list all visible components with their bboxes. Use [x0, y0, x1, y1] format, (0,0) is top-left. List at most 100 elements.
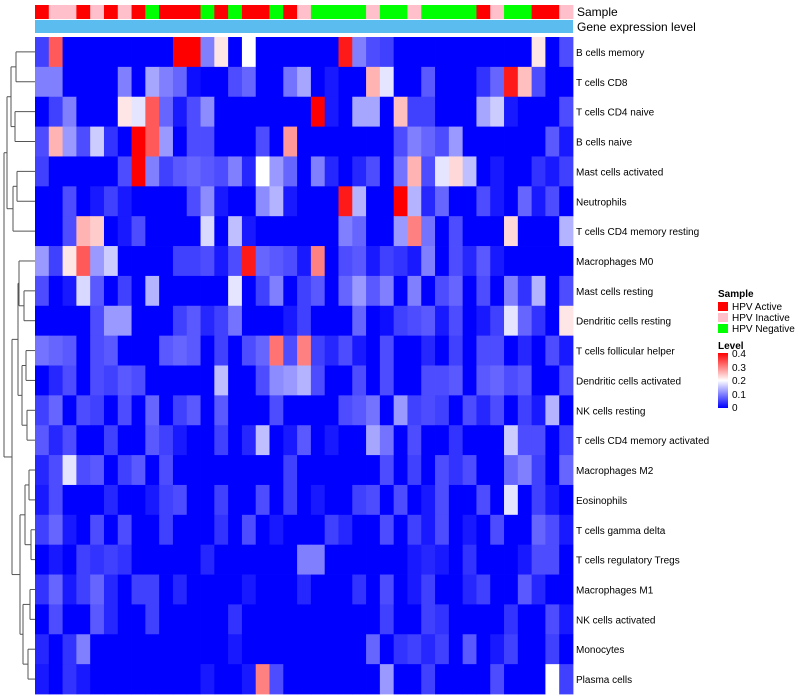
sample-annotation-cell [448, 5, 464, 19]
heatmap-cell [324, 604, 339, 635]
heatmap-cell [379, 246, 395, 277]
heatmap-cell [117, 634, 132, 665]
level-tick-0: 0 [732, 403, 738, 414]
heatmap-cell [117, 365, 132, 396]
heatmap-cell [435, 275, 450, 307]
heatmap-cell [504, 544, 519, 575]
heatmap-cell [448, 544, 464, 575]
sample-annotation-cell [531, 5, 546, 19]
heatmap-cell [462, 634, 477, 665]
heatmap-cell [200, 37, 215, 68]
sample-annotation-cell [393, 5, 408, 19]
heatmap-cell [545, 664, 560, 695]
heatmap-cell [338, 544, 353, 575]
heatmap-cell [448, 335, 464, 366]
heatmap-cell [435, 365, 450, 396]
heatmap-cell [393, 275, 408, 307]
heatmap-cell [269, 604, 284, 635]
heatmap-cell [310, 305, 326, 337]
heatmap-cell [35, 544, 50, 575]
heatmap-cell [103, 484, 119, 516]
heatmap-cell [172, 365, 188, 396]
heatmap-cell [407, 305, 422, 337]
heatmap-cell [48, 395, 63, 426]
heatmap-cell [379, 275, 395, 307]
heatmap-cell [228, 305, 243, 337]
heatmap-cell [531, 664, 546, 695]
heatmap-cell [62, 604, 77, 635]
sample-annotation-cell [62, 5, 77, 19]
heatmap-cell [490, 335, 505, 366]
heatmap-cell [117, 246, 132, 277]
heatmap-cell [76, 514, 91, 546]
heatmap-cell [324, 275, 339, 307]
sample-annotation-cell [366, 5, 381, 19]
heatmap-cell [366, 37, 381, 68]
heatmap-cell [76, 96, 91, 127]
heatmap-cell [186, 66, 201, 98]
heatmap-cell [228, 275, 243, 307]
heatmap-cell [48, 126, 63, 157]
heatmap-cell [531, 246, 546, 277]
heatmap-cell [90, 275, 105, 307]
heatmap-cell [200, 664, 215, 695]
heatmap-cell [352, 634, 367, 665]
heatmap-cell [255, 484, 270, 516]
heatmap-cell [545, 335, 560, 366]
heatmap-cell [545, 216, 560, 247]
heatmap-cell [545, 96, 560, 127]
heatmap-cell [186, 186, 201, 217]
heatmap-cell [517, 126, 533, 157]
gene-expression-track-label: Gene expression level [577, 20, 696, 34]
sample-annotation-cell [159, 5, 174, 19]
heatmap-cell [283, 186, 298, 217]
heatmap-cell [338, 365, 353, 396]
sample-annotation-cell [172, 5, 188, 19]
sample-annotation-cell [269, 5, 284, 19]
heatmap-cell [214, 455, 229, 486]
heatmap-cell [379, 365, 395, 396]
heatmap-cell [214, 66, 229, 98]
heatmap-cell [490, 544, 505, 575]
heatmap-cell [48, 455, 63, 486]
heatmap-cell [545, 305, 560, 337]
heatmap-cell [490, 425, 505, 456]
heatmap-cell [90, 514, 105, 546]
heatmap-cell [297, 365, 312, 396]
heatmap-cell [186, 664, 201, 695]
level-legend: Level 0.4 0.3 0.2 0.1 0 [718, 341, 746, 414]
legend-label-hpv-inactive: HPV Inactive [732, 313, 790, 324]
heatmap-cell [159, 395, 174, 426]
heatmap-cell [352, 455, 367, 486]
heatmap-cell [283, 574, 298, 605]
heatmap-cell [366, 216, 381, 247]
heatmap-cell [76, 275, 91, 307]
heatmap-cell [283, 305, 298, 337]
heatmap-cell [435, 455, 450, 486]
heatmap-cell [352, 37, 367, 68]
heatmap-cell [269, 544, 284, 575]
heatmap-cell [379, 216, 395, 247]
heatmap-cell [186, 335, 201, 366]
heatmap-cell [531, 425, 546, 456]
heatmap-cell [297, 126, 312, 157]
heatmap-cell [76, 544, 91, 575]
heatmap-cell [186, 544, 201, 575]
heatmap-cell [283, 66, 298, 98]
heatmap-cell [103, 634, 119, 665]
heatmap-cell [117, 484, 132, 516]
sample-annotation-cell [255, 5, 270, 19]
heatmap-cell [241, 275, 257, 307]
heatmap-cell [559, 96, 574, 127]
heatmap-cell [117, 455, 132, 486]
heatmap-cell [393, 544, 408, 575]
row-label: Plasma cells [576, 675, 632, 686]
heatmap-cell [476, 634, 491, 665]
heatmap-cell [214, 514, 229, 546]
heatmap-cell [324, 96, 339, 127]
heatmap-cell [76, 156, 91, 187]
heatmap-cell [269, 395, 284, 426]
heatmap-cell [476, 455, 491, 486]
heatmap-cell [48, 544, 63, 575]
sample-legend: Sample HPV Active HPV Inactive HPV Negat… [718, 289, 795, 335]
